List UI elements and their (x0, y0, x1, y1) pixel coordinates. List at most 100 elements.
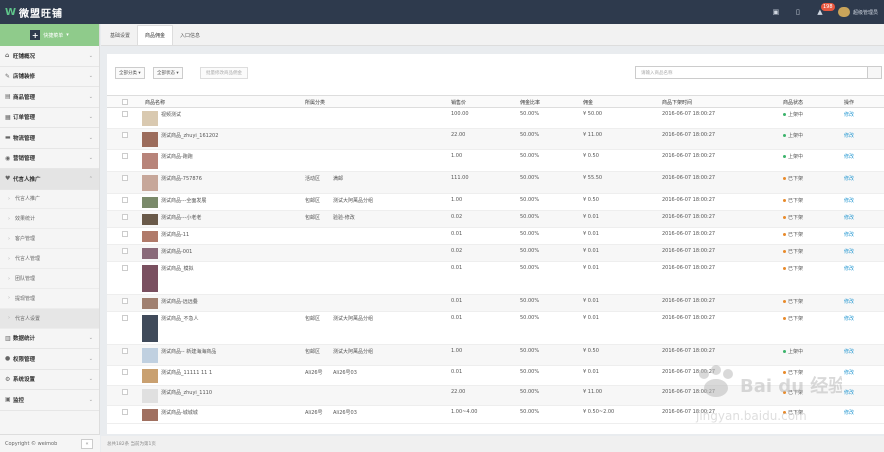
sidebar-item-5[interactable]: ▬ 物流管理 ⌄ (0, 128, 99, 149)
edit-link[interactable]: 修改 (844, 215, 855, 221)
edit-link[interactable]: 修改 (844, 176, 855, 182)
row-checkbox[interactable] (122, 197, 128, 203)
cell-price: 1.00 (451, 197, 463, 203)
sidebar-subitem-2[interactable]: › 效果统计 (0, 209, 99, 230)
collapse-sidebar-button[interactable]: « (81, 438, 93, 449)
sidebar-item-9[interactable]: ● 权限管理 ⌄ (0, 349, 99, 370)
cell-price: 22.00 (451, 132, 466, 138)
sidebar-subitem-5[interactable]: › 团队管理 (0, 269, 99, 289)
tab-basic-settings[interactable]: 基础设置 (110, 32, 131, 39)
status-select[interactable]: 全部状态 ▾ (153, 67, 183, 79)
product-name: 测试商品---全面发展 (161, 198, 207, 204)
row-checkbox[interactable] (122, 111, 128, 117)
logo-mark-icon: W (5, 6, 17, 18)
edit-link[interactable]: 修改 (844, 390, 855, 396)
sidebar-subitem-label: 提现管理 (15, 295, 36, 302)
user-menu[interactable]: 超级管理员 (837, 7, 878, 17)
edit-link[interactable]: 修改 (844, 112, 855, 118)
product-name: 测试商品_模拟 (161, 266, 194, 272)
edit-link[interactable]: 修改 (844, 299, 855, 305)
row-checkbox[interactable] (122, 175, 128, 181)
row-checkbox[interactable] (122, 248, 128, 254)
sidebar-item-1[interactable]: ⌂ 旺铺概况 ⌄ (0, 46, 99, 67)
status-select-label: 全部状态 (157, 71, 175, 76)
cell-cat1: 包邮区 (305, 198, 321, 204)
user-icon: ● (5, 355, 11, 363)
row-checkbox[interactable] (122, 265, 128, 271)
edit-link[interactable]: 修改 (844, 232, 855, 238)
cell-rate: 50.00% (520, 298, 540, 304)
search-button[interactable] (867, 66, 882, 79)
cell-rate: 50.00% (520, 315, 540, 321)
sidebar-subitem-3[interactable]: › 客户管理 (0, 229, 99, 250)
edit-link[interactable]: 修改 (844, 349, 855, 355)
batch-edit-commission-button[interactable]: 批量修改商品佣金 (200, 67, 248, 79)
cell-time: 2016-06-07 18:00:27 (662, 153, 716, 159)
cell-comm: ¥ 11.00 (583, 132, 603, 138)
col-action: 操作 (844, 100, 855, 106)
search-input[interactable]: 请输入商品名称 (635, 66, 872, 79)
status-dot-icon (783, 411, 786, 414)
cell-price: 1.00 (451, 153, 463, 159)
tab-entry-info[interactable]: 入口信息 (180, 32, 201, 39)
status-label: 已下架 (788, 316, 804, 322)
cube-icon[interactable]: ▣ (772, 8, 780, 16)
sidebar-subitem-6[interactable]: › 提现管理 (0, 289, 99, 309)
edit-link[interactable]: 修改 (844, 370, 855, 376)
sidebar-item-2[interactable]: ✎ 店铺装修 ⌄ (0, 67, 99, 87)
sidebar-item-11[interactable]: ▣ 监控 ⌄ (0, 390, 99, 411)
product-thumbnail (142, 409, 158, 421)
cell-price: 0.01 (451, 298, 463, 304)
edit-link[interactable]: 修改 (844, 316, 855, 322)
sidebar-subitem-1[interactable]: › 代言人推广 (0, 190, 99, 210)
edit-link[interactable]: 修改 (844, 198, 855, 204)
cell-rate: 50.00% (520, 348, 540, 354)
edit-link[interactable]: 修改 (844, 249, 855, 255)
sidebar-subitem-7[interactable]: › 代言人设置 (0, 308, 99, 329)
col-status: 商品状态 (783, 100, 804, 106)
cell-comm: ¥ 0.01 (583, 265, 599, 271)
row-checkbox[interactable] (122, 315, 128, 321)
quick-menu-button[interactable]: + 快捷菜单 ▾ (0, 24, 99, 46)
row-checkbox[interactable] (122, 153, 128, 159)
edit-link[interactable]: 修改 (844, 133, 855, 139)
row-checkbox[interactable] (122, 231, 128, 237)
cell-comm: ¥ 11.00 (583, 389, 603, 395)
sidebar-subitem-label: 效果统计 (15, 216, 36, 223)
sidebar-item-8[interactable]: ▥ 数据统计 ⌄ (0, 329, 99, 350)
row-checkbox[interactable] (122, 132, 128, 138)
status-dot-icon (783, 199, 786, 202)
sidebar-item-3[interactable]: ▤ 商品管理 ⌄ (0, 87, 99, 108)
logo[interactable]: W 微盟旺铺 (0, 0, 100, 24)
row-checkbox[interactable] (122, 298, 128, 304)
row-checkbox[interactable] (122, 348, 128, 354)
edit-link[interactable]: 修改 (844, 410, 855, 416)
cell-rate: 50.00% (520, 265, 540, 271)
sidebar-item-4[interactable]: ▦ 订单管理 ⌄ (0, 108, 99, 128)
edit-link[interactable]: 修改 (844, 154, 855, 160)
cell-rate: 50.00% (520, 175, 540, 181)
monitor-icon: ▣ (5, 396, 11, 404)
select-all-checkbox[interactable] (122, 99, 128, 105)
sidebar-subitem-label: 代言人推广 (15, 196, 41, 203)
sidebar-item-6[interactable]: ◉ 营销管理 ⌄ (0, 149, 99, 169)
bell-icon[interactable]: ▲ 198 (817, 3, 835, 16)
sidebar-subitem-4[interactable]: › 代言人管理 (0, 249, 99, 270)
category-select[interactable]: 全部分类 ▾ (115, 67, 145, 79)
cell-rate: 50.00% (520, 409, 540, 415)
mobile-icon[interactable]: ▯ (796, 8, 800, 16)
edit-link[interactable]: 修改 (844, 266, 855, 272)
plus-icon: + (30, 30, 41, 40)
table-row: 测试商品-远远叠 0.01 50.00% ¥ 0.01 2016-06-07 18:00… (107, 295, 884, 312)
row-checkbox[interactable] (122, 389, 128, 395)
row-checkbox[interactable] (122, 214, 128, 220)
sidebar-item-7[interactable]: ♥ 代言人推广 ⌃ (0, 169, 99, 190)
product-name: 测试商品-- 新建海海商品 (161, 349, 217, 355)
row-checkbox[interactable] (122, 369, 128, 375)
table-row: 测试商品-- 新建海海商品 包邮区 测试大阿萬品分组 1.00 50.00% ¥ 0.50… (107, 345, 884, 366)
marketing-icon: ◉ (5, 154, 11, 162)
sidebar-item-10[interactable]: ⚙ 系统设置 ⌄ (0, 370, 99, 391)
row-checkbox[interactable] (122, 409, 128, 415)
tab-product-commission[interactable]: 商品佣金 (137, 25, 174, 45)
product-thumbnail (142, 315, 158, 342)
